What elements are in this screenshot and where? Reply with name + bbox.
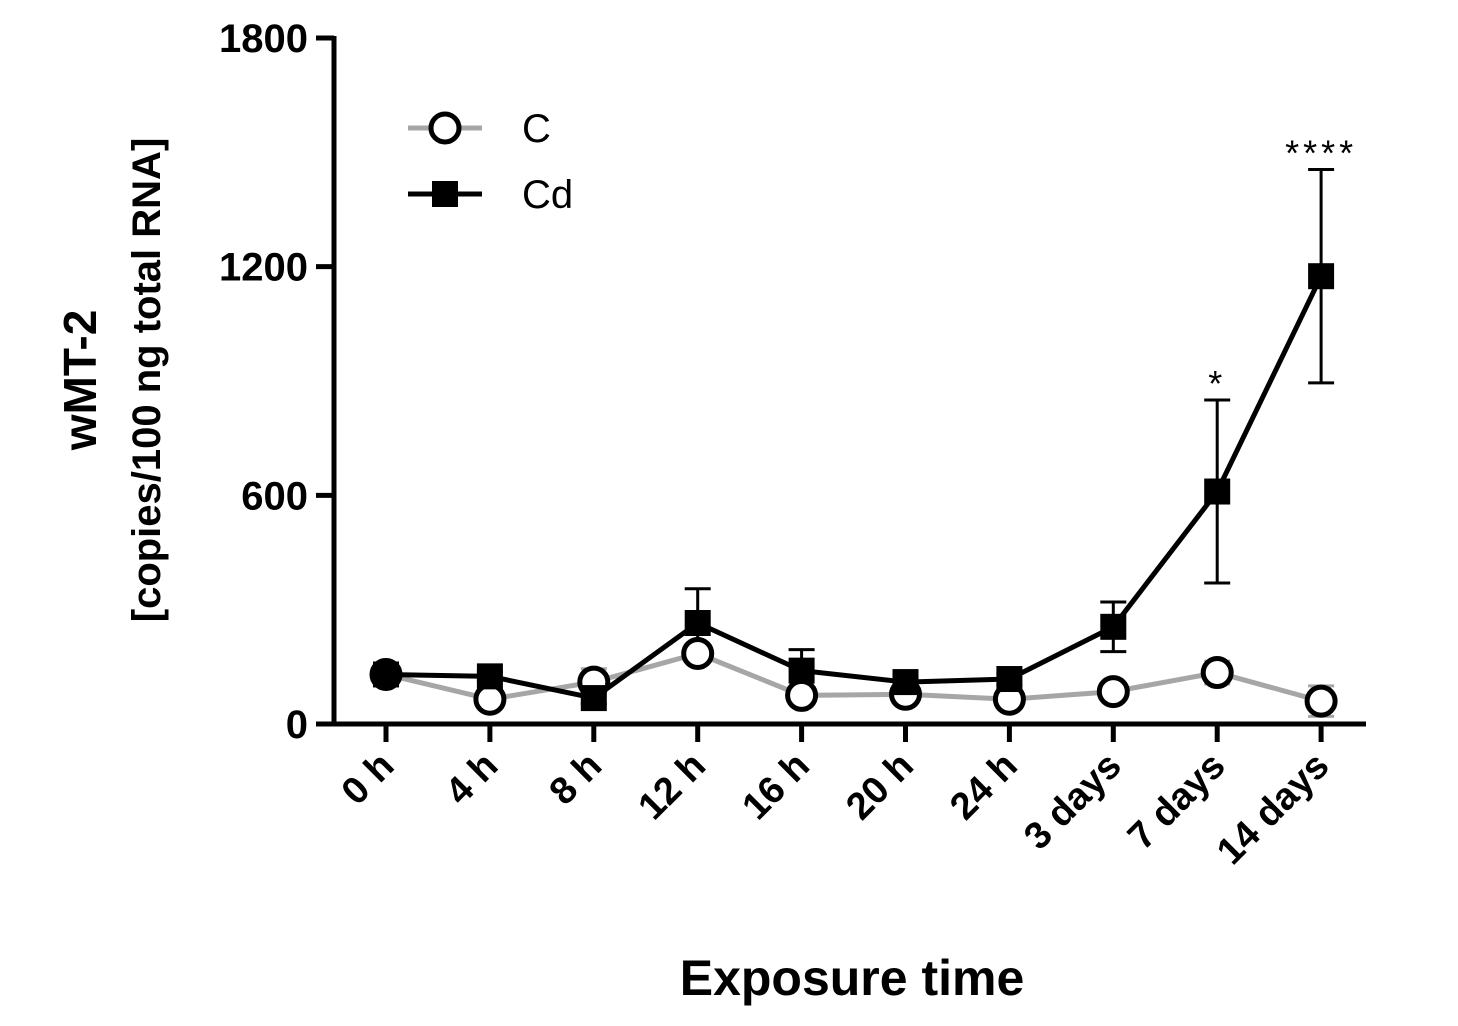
data-point [788,657,815,684]
x-tick-label: 12 h [631,745,714,828]
data-point [473,682,507,716]
legend-marker [432,181,458,207]
y-tick-label: 0 [286,703,308,747]
y-tick-label: 600 [241,474,308,518]
annotation-layer: ***** [1208,132,1357,404]
x-tick-label: 0 h [334,745,403,814]
data-point [580,685,607,712]
legend: C Cd [408,107,573,217]
data-point [1200,656,1234,690]
x-tick-label: 8 h [542,745,611,814]
data-point [1100,613,1127,640]
x-axis-title: Exposure time [680,950,1025,1006]
significance-marker: **** [1285,132,1357,173]
series-line [385,275,1324,701]
legend-label: Cd [522,173,573,217]
data-point [996,666,1023,693]
data-point [684,610,711,637]
x-tick-label: 16 h [734,745,817,828]
data-point [1204,478,1231,505]
data-point [373,661,399,688]
data-point [1308,263,1335,290]
axes: 0 600 1200 1800 0 h 4 h 8 h 12 h 16 h 20 h 24 h3 d… [219,17,1366,873]
legend-label: C [522,107,551,151]
data-point [476,663,503,690]
legend-item-c: C [408,107,551,151]
x-tick-label: 4 h [438,745,507,814]
data-point [1096,675,1130,709]
y-axis-title: wMT-2 [54,310,106,452]
x-tick-label: 24 h [942,745,1025,828]
y-tick-label: 1200 [219,246,308,290]
series-layer [369,167,1338,718]
legend-marker [428,111,462,145]
data-point [785,678,819,712]
data-point [1304,684,1338,718]
data-point [892,669,919,696]
series-cd [373,167,1335,706]
data-point [681,636,715,670]
significance-marker: * [1208,363,1226,404]
markers-cd [373,263,1335,712]
y-tick-label: 1800 [219,17,308,61]
legend-item-cd: Cd [408,173,573,217]
series-line [385,650,1322,704]
y-axis-subtitle: [copies/100 ng total RNA] [125,138,169,623]
x-tick-label: 3 days [1016,745,1129,858]
x-tick-label: 14 days [1209,745,1337,873]
x-tick-label: 20 h [838,745,921,828]
